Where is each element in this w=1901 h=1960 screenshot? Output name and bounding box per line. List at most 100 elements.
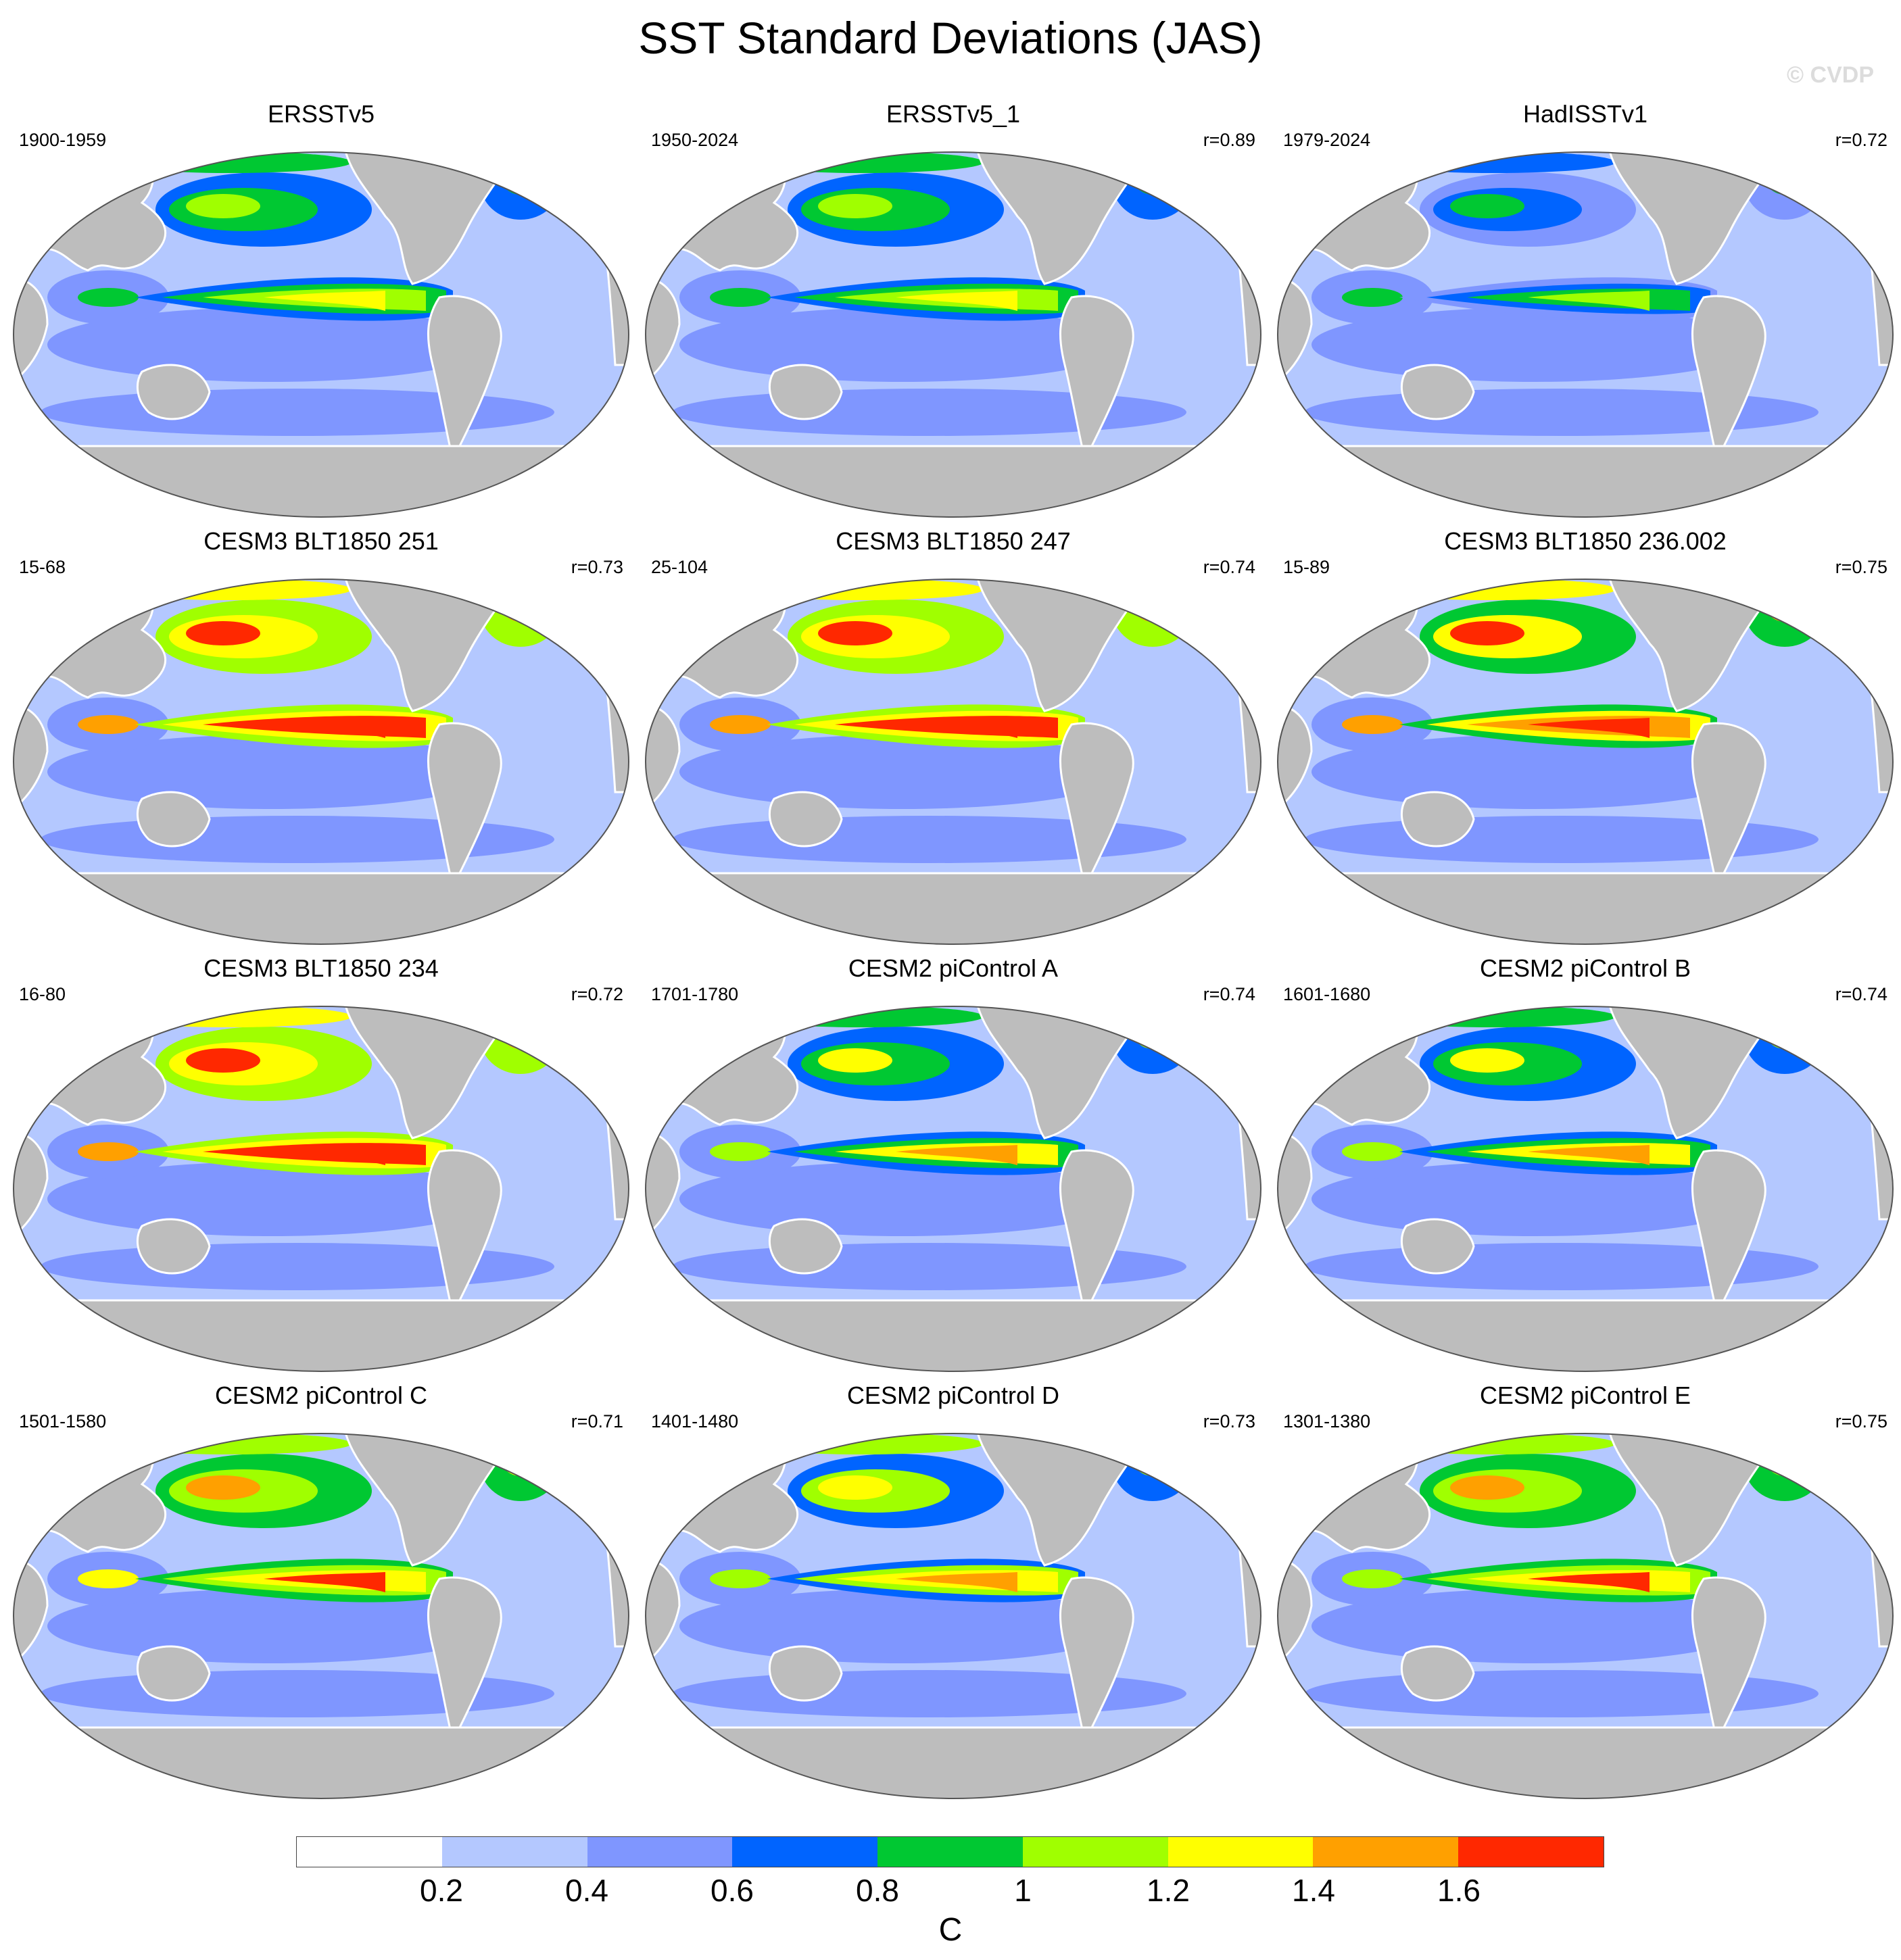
tropical-band [1312,308,1758,382]
eurasia-land [1278,579,1430,699]
north-pacific-core [1450,621,1524,645]
north-america-land [1608,579,1787,712]
antarctica-land [14,445,629,517]
tropical-band [1312,1162,1758,1236]
indian-ocean-dipole [78,1142,139,1161]
eurasia-land [646,1006,798,1126]
eurasia-land [1278,1006,1430,1126]
arctic-fringe [1372,152,1616,173]
arctic-fringe [108,152,352,173]
greenland-land [1742,1434,1800,1448]
indian-ocean-dipole [78,715,139,734]
map-outline [13,1006,629,1372]
map-panel: CESM2 piControl E 1301-1380 r=0.75 [1271,1376,1900,1802]
north-pacific-core [1450,1048,1524,1073]
panel-title: HadISSTv1 [1522,100,1648,128]
greenland-land [1110,1434,1168,1448]
map-panel: CESM3 BLT1850 251 15-68 r=0.73 [7,522,635,948]
map-outline [1277,1433,1894,1799]
colorbar-swatch [297,1837,442,1867]
figure-title: SST Standard Deviations (JAS) [638,13,1263,63]
eurasia-land [646,579,798,699]
tropical-band [1312,735,1758,809]
north-pacific-core [1450,1475,1524,1500]
north-pacific-core [186,1048,260,1073]
antarctica-land [1278,872,1893,944]
indian-ocean-dipole [1342,1569,1403,1588]
indian-ocean-dipole [1342,288,1403,307]
map-plot [13,1433,629,1799]
panel-title: ERSSTv5_1 [886,100,1021,128]
panel-correlation: r=0.71 [571,1411,623,1431]
australia-land [136,791,211,848]
colorbar-units: C [938,1912,963,1948]
colorbar-swatch [1458,1837,1604,1867]
enso-tongue-core [896,718,1017,738]
indian-ocean-dipole [1342,1142,1403,1161]
enso-tongue-core [1528,1572,1650,1592]
panel-correlation: r=0.73 [1203,1411,1255,1431]
map-plot [645,579,1261,945]
eurasia-land [14,579,166,699]
antarctica-land [646,445,1261,517]
arctic-fringe-hot [781,1436,835,1449]
indian-ocean-dipole [78,288,139,307]
north-pacific-core [186,1475,260,1500]
eurasia-land [646,152,798,272]
greenland-land [1110,579,1168,593]
enso-tongue-core [1528,291,1650,311]
arctic-fringe-hot [1413,154,1467,168]
map-panel: CESM3 BLT1850 247 25-104 r=0.74 [639,522,1268,948]
panel-period: 1601-1680 [1283,984,1371,1004]
map-panel: CESM3 BLT1850 234 16-80 r=0.72 [7,949,635,1375]
panel-period: 1900-1959 [19,130,107,150]
panel-correlation: r=0.72 [571,984,623,1004]
colorbar [296,1836,1604,1867]
colorbar-swatch [877,1837,1023,1867]
colorbar-tick-label: 0.6 [711,1873,754,1908]
map-plot [645,1433,1261,1799]
north-america-land [343,579,523,712]
map-panel: CESM2 piControl C 1501-1580 r=0.71 [7,1376,635,1802]
enso-tongue-core [264,291,385,311]
arctic-fringe-hot [149,1008,203,1022]
arctic-fringe-hot [1413,1008,1467,1022]
arctic-fringe [740,152,984,173]
north-america-land [976,1006,1155,1140]
north-america-land [343,152,523,285]
north-pacific-core [186,194,260,218]
arctic-fringe-hot [781,1008,835,1022]
north-pacific-core [818,194,892,218]
greenland-land [478,1434,536,1448]
enso-tongue-core [896,1572,1017,1592]
greenland-land [478,1006,536,1021]
map-outline [13,151,629,518]
arctic-fringe [740,1006,984,1027]
indian-ocean-dipole [78,1569,139,1588]
panel-period: 16-80 [19,984,66,1004]
arctic-fringe [108,579,352,600]
antarctica-land [14,872,629,944]
map-outline [1277,151,1894,518]
north-america-land [976,152,1155,285]
arctic-fringe-hot [781,154,835,168]
colorbar-tick-label: 0.4 [565,1873,608,1908]
map-outline [13,579,629,945]
antarctica-land [14,1726,629,1798]
indian-ocean-dipole [710,1569,771,1588]
colorbar-tick-label: 1 [1014,1873,1032,1908]
panel-title: CESM2 piControl A [848,954,1059,982]
tropical-band [1312,1589,1758,1663]
panel-period: 1701-1780 [651,984,739,1004]
map-outline [645,1433,1261,1799]
panel-correlation: r=0.75 [1835,557,1887,577]
enso-tongue-core [1528,718,1650,738]
colorbar-tick-label: 0.2 [420,1873,463,1908]
australia-land [768,1645,843,1702]
australia-land [1400,1645,1475,1702]
tropical-band [47,308,494,382]
enso-tongue-core [896,1145,1017,1165]
panel-correlation: r=0.72 [1835,130,1887,150]
panel-period: 1501-1580 [19,1411,107,1431]
map-plot [645,151,1261,518]
